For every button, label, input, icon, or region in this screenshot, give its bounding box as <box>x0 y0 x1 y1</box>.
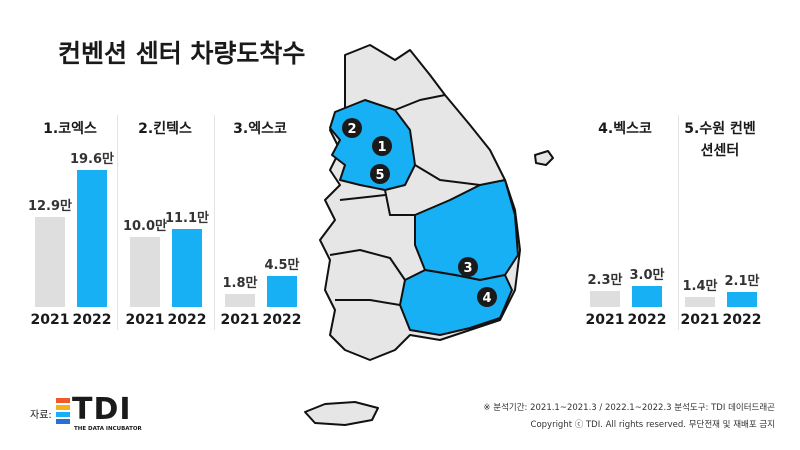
value-label: 10.0만 <box>122 219 168 234</box>
x-tick-label: 2021 <box>30 312 70 328</box>
bar <box>77 169 107 307</box>
source-label: 자료: <box>30 410 52 421</box>
note: Copyright ⓒ TDI. All rights reserved. 무단… <box>530 420 775 430</box>
x-tick-label: 2022 <box>262 312 302 328</box>
value-label: 12.9만 <box>27 198 73 214</box>
bar <box>685 297 715 307</box>
x-tick-label: 2021 <box>125 312 165 328</box>
page-title: 컨벤션 센터 차량도착수 <box>58 39 306 68</box>
value-label: 2.3만 <box>587 272 623 288</box>
value-label: 19.6만 <box>69 151 115 167</box>
x-tick-label: 2021 <box>220 312 260 328</box>
logo-subtitle: THE DATA INCUBATOR <box>74 426 142 432</box>
bar <box>727 292 757 307</box>
logo-text: TDI <box>72 392 132 427</box>
map-marker-label: 1 <box>377 140 386 155</box>
map-marker-label: 4 <box>482 291 491 306</box>
map-marker <box>477 287 497 307</box>
map-marker <box>342 118 362 138</box>
bar <box>172 229 202 307</box>
bar <box>267 275 297 307</box>
x-tick-label: 2022 <box>722 312 762 328</box>
bar <box>225 294 255 307</box>
chart-title: 4.벡스코 <box>598 121 652 137</box>
bar <box>35 216 65 307</box>
chart-title: 1.코엑스 <box>43 121 97 137</box>
value-label: 3.0만 <box>629 268 665 283</box>
chart-title: 5.수원 컨벤션센터 <box>684 121 756 159</box>
map-marker <box>372 136 392 156</box>
bar <box>590 290 620 307</box>
note: ※ 분석기간: 2021.1~2021.3 / 2022.1~2022.3 분석… <box>483 403 775 413</box>
map-marker-label: 2 <box>347 122 356 137</box>
map-marker <box>458 257 478 277</box>
separator <box>678 115 679 330</box>
map-marker-label: 3 <box>463 261 472 276</box>
value-label: 2.1만 <box>724 274 760 290</box>
value-label: 11.1만 <box>164 211 210 227</box>
chart-title: 3.엑스코 <box>233 121 287 137</box>
value-label: 1.8만 <box>222 276 258 292</box>
value-label: 1.4만 <box>682 279 718 295</box>
x-tick-label: 2021 <box>585 312 625 328</box>
bar <box>632 286 662 307</box>
x-tick-label: 2021 <box>680 312 720 328</box>
logo-mark <box>56 398 70 424</box>
x-tick-label: 2022 <box>627 312 667 328</box>
chart-title: 2.킨텍스 <box>138 121 192 137</box>
bar <box>130 237 160 307</box>
separator <box>117 115 118 330</box>
value-label: 4.5만 <box>264 257 300 273</box>
notes: ※ 분석기간: 2021.1~2021.3 / 2022.1~2022.3 분석… <box>483 400 775 434</box>
map-marker-label: 5 <box>375 168 384 183</box>
separator <box>214 115 215 330</box>
x-tick-label: 2022 <box>72 312 112 328</box>
map-marker <box>370 164 390 184</box>
x-tick-label: 2022 <box>167 312 207 328</box>
